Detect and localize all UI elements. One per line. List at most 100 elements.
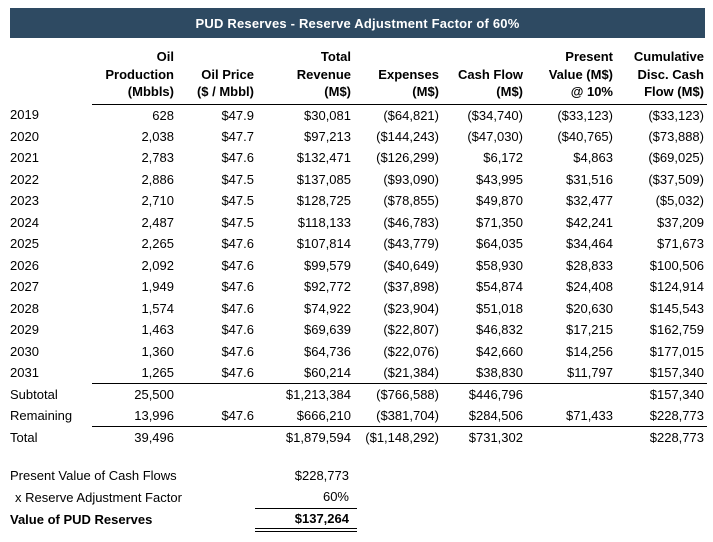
cell-cash-flow: ($47,030) — [467, 128, 523, 144]
cell-present-value: $28,833 — [566, 257, 613, 273]
column-header-line: Cumulative — [633, 49, 704, 64]
table-row-2026: 2026 2,092 $47.6 $99,579 ($40,649) $58,930 $28… — [8, 255, 707, 277]
summary-label: Value of PUD Reserves — [10, 511, 153, 527]
column-header-line: Value (M$) — [548, 66, 613, 82]
cell-cash-flow: $446,796 — [468, 387, 523, 402]
cell-expenses: ($144,243) — [376, 128, 439, 144]
row-label: 2025 — [10, 236, 39, 252]
cell-expenses: ($37,898) — [383, 279, 439, 295]
row-label: 2021 — [10, 150, 39, 166]
cell-oil-price: $47.6 — [221, 279, 254, 295]
cell-oil-production: 2,038 — [141, 128, 174, 144]
column-header-line: (M$) — [496, 84, 523, 99]
cell-expenses: ($23,904) — [383, 300, 439, 316]
cell-oil-production: 25,500 — [134, 387, 174, 402]
cell-present-value: $4,863 — [573, 150, 613, 166]
cell-oil-production: 1,463 — [141, 322, 174, 338]
cell-oil-production: 1,360 — [141, 343, 174, 359]
cell-oil-price: $47.6 — [221, 300, 254, 316]
column-header-line: Total — [320, 49, 351, 64]
cell-oil-price — [177, 384, 257, 406]
cell-present-value: $24,408 — [566, 279, 613, 295]
cell-cumulative-disc-cash-flow: $124,914 — [649, 279, 704, 295]
cell-oil-price: $47.5 — [221, 214, 254, 230]
summary-row-present-value: Present Value of Cash Flows $228,773 — [10, 464, 357, 486]
row-label: Subtotal — [10, 386, 58, 402]
cell-cumulative-disc-cash-flow: $228,773 — [649, 430, 704, 445]
column-header-cumulative-disc-cash-flow: Cumulative Disc. Cash Flow (M$) — [616, 48, 707, 105]
cell-expenses: ($766,588) — [376, 387, 439, 402]
summary-section: Present Value of Cash Flows $228,773 x R… — [10, 464, 357, 532]
cell-total-revenue: $666,210 — [257, 405, 354, 427]
cell-present-value — [526, 427, 616, 449]
cell-cash-flow: $38,830 — [442, 362, 526, 384]
column-header-row-label — [8, 48, 92, 104]
cell-cumulative-disc-cash-flow: ($5,032) — [655, 193, 704, 209]
cell-oil-production: 39,496 — [134, 430, 174, 445]
row-label: Remaining — [10, 408, 73, 424]
column-header-line — [10, 49, 89, 67]
column-header-line: Revenue — [296, 66, 351, 82]
cell-cash-flow: $43,995 — [476, 171, 523, 187]
cell-oil-price: $47.6 — [221, 150, 254, 166]
summary-row-reserve-adjustment-factor: x Reserve Adjustment Factor 60% — [10, 486, 357, 509]
cell-cash-flow: $54,874 — [476, 279, 523, 295]
column-header-line — [10, 66, 89, 84]
cell-cumulative-disc-cash-flow: $37,209 — [657, 214, 704, 230]
table-header-row: Oil Production (Mbbls) Oil Price ($ / Mbbl)… — [8, 48, 707, 105]
cell-total-revenue: $74,922 — [304, 300, 351, 316]
cell-cumulative-disc-cash-flow: $145,543 — [649, 300, 704, 316]
cell-cumulative-disc-cash-flow: ($69,025) — [648, 150, 704, 166]
cell-cumulative-disc-cash-flow: $162,759 — [649, 322, 704, 338]
table-row-2030: 2030 1,360 $47.6 $64,736 ($22,076) $42,660 $14… — [8, 341, 707, 363]
cell-present-value: $34,464 — [566, 236, 613, 252]
table-header: Oil Production (Mbbls) Oil Price ($ / Mbbl)… — [8, 48, 707, 105]
column-header-line — [10, 84, 89, 102]
table-row-2023: 2023 2,710 $47.5 $128,725 ($78,855) $49,870 $3… — [8, 190, 707, 212]
column-header-line: ($ / Mbbl) — [196, 84, 254, 99]
table-row-2028: 2028 1,574 $47.6 $74,922 ($23,904) $51,018 $20… — [8, 298, 707, 320]
cell-oil-production: 13,996 — [92, 405, 177, 427]
cell-oil-production: 1,949 — [141, 279, 174, 295]
cell-present-value: $32,477 — [566, 193, 613, 209]
cell-oil-price: $47.6 — [221, 236, 254, 252]
column-header-line — [354, 48, 439, 66]
table-row-2019: 2019 628 $47.9 $30,081 ($64,821) ($34,740) ($3… — [8, 104, 707, 126]
cell-oil-price: $47.6 — [221, 343, 254, 359]
cell-total-revenue: $69,639 — [304, 322, 351, 338]
row-label: 2019 — [10, 107, 39, 123]
cell-cash-flow: $284,506 — [442, 405, 526, 427]
column-header-line: Expenses — [378, 66, 439, 82]
column-header-line: Disc. Cash — [637, 66, 704, 82]
column-header-total-revenue: Total Revenue (M$) — [257, 48, 354, 105]
cell-cash-flow: $46,832 — [476, 322, 523, 338]
cell-expenses: ($1,148,292) — [365, 430, 439, 445]
cell-total-revenue: $92,772 — [304, 279, 351, 295]
cell-cash-flow: $42,660 — [476, 343, 523, 359]
cell-total-revenue: $30,081 — [304, 107, 351, 123]
cell-oil-production: 2,265 — [141, 236, 174, 252]
cell-expenses: ($46,783) — [383, 214, 439, 230]
cell-expenses: ($43,779) — [383, 236, 439, 252]
pud-reserves-table: Oil Production (Mbbls) Oil Price ($ / Mbbl)… — [8, 48, 707, 448]
row-label: 2031 — [10, 365, 39, 381]
column-header-line: Flow (M$) — [644, 84, 704, 99]
cell-oil-price: $47.6 — [221, 257, 254, 273]
table-row-remaining: Remaining 13,996 $47.6 $666,210 ($381,704) $2… — [8, 405, 707, 427]
column-header-oil-production: Oil Production (Mbbls) — [92, 48, 177, 105]
cell-total-revenue: $107,814 — [296, 236, 351, 252]
cell-present-value: $11,797 — [526, 362, 616, 384]
cell-present-value — [526, 384, 616, 406]
column-header-cash-flow: Cash Flow (M$) — [442, 48, 526, 105]
cell-expenses: ($93,090) — [383, 171, 439, 187]
cell-cash-flow: $49,870 — [476, 193, 523, 209]
table-body: 2019 628 $47.9 $30,081 ($64,821) ($34,740) ($3… — [8, 104, 707, 448]
cell-oil-production: 1,265 — [92, 362, 177, 384]
cell-cash-flow: $71,350 — [476, 214, 523, 230]
table-row-subtotal: Subtotal 25,500 $1,213,384 ($766,588) $446,7… — [8, 384, 707, 406]
column-header-expenses: Expenses (M$) — [354, 48, 442, 105]
cell-expenses: ($22,807) — [383, 322, 439, 338]
cell-oil-price — [177, 427, 257, 449]
cell-oil-price: $47.5 — [221, 171, 254, 187]
cell-total-revenue: $1,213,384 — [285, 387, 351, 402]
